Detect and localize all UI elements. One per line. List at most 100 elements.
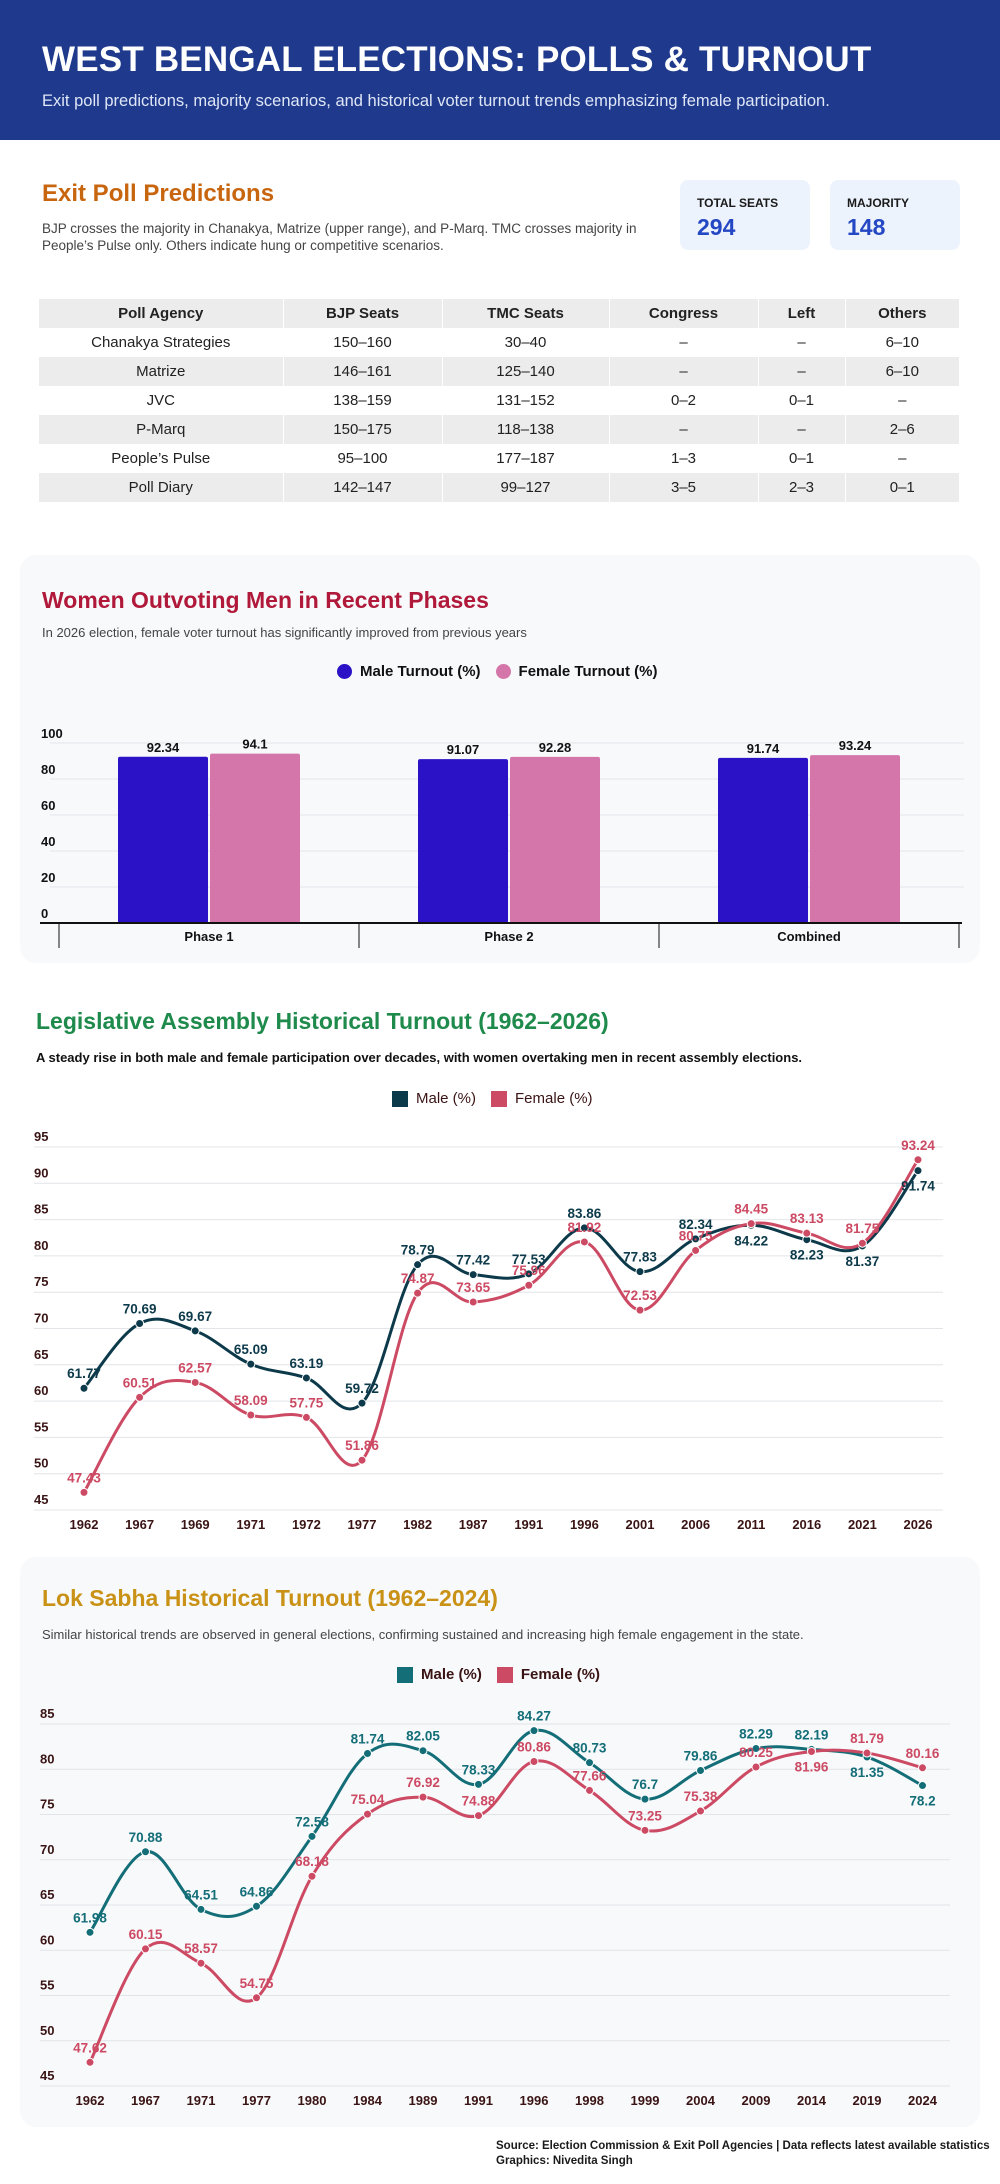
male-point <box>301 1373 311 1383</box>
male-value-label: 91.74 <box>901 1179 935 1194</box>
female-point <box>524 1280 534 1290</box>
column-header: Congress <box>609 299 759 328</box>
column-header: Others <box>845 299 959 328</box>
male-value-label: 65.09 <box>234 1342 268 1357</box>
page-subtitle: Exit poll predictions, majority scenario… <box>42 92 830 110</box>
female-value-label: 84.45 <box>734 1202 768 1217</box>
female-value-label: 75.38 <box>684 1789 718 1804</box>
male-point <box>141 1847 150 1857</box>
female-point <box>691 1245 701 1255</box>
x-category-label: Phase 2 <box>484 929 533 944</box>
male-point <box>196 1904 206 1914</box>
female-point <box>529 1756 539 1766</box>
exit-poll-description: BJP crosses the majority in Chanakya, Ma… <box>42 221 637 253</box>
table-cell: 0–1 <box>758 386 846 415</box>
table-cell: Matrize <box>39 357 284 386</box>
y-tick-label: 45 <box>40 2068 54 2083</box>
female-point <box>190 1377 200 1387</box>
y-tick-label: 95 <box>34 1129 48 1144</box>
x-category-label: Combined <box>777 929 841 944</box>
x-tick-label: 1991 <box>464 2093 493 2108</box>
x-tick-label: 2016 <box>792 1517 821 1532</box>
female-point <box>246 1410 256 1420</box>
exit-poll-title: Exit Poll Predictions <box>42 180 275 207</box>
footer: Source: Election Commission & Exit Poll … <box>496 2139 990 2169</box>
male-point <box>751 1744 761 1754</box>
x-tick-label: 1984 <box>353 2093 383 2108</box>
table-cell: 2–3 <box>758 473 846 502</box>
female-point <box>79 1487 89 1497</box>
x-tick-label: 1982 <box>403 1517 432 1532</box>
x-tick-label: 1967 <box>131 2093 160 2108</box>
legend-item-male[interactable]: Male (%) <box>397 1666 482 1683</box>
exit-poll-table: Poll Agency BJP Seats TMC Seats Congress Lef… <box>39 299 959 502</box>
legend-swatch-male <box>337 664 352 679</box>
legend-item-female[interactable]: Female Turnout (%) <box>495 663 657 680</box>
x-tick-label: 1996 <box>570 1517 599 1532</box>
female-value-label: 75.96 <box>512 1263 546 1278</box>
legend-item-male[interactable]: Male Turnout (%) <box>337 663 481 680</box>
female-value-label: 47.43 <box>67 1470 101 1485</box>
legend-label-male: Male Turnout (%) <box>360 663 481 680</box>
x-tick-label: 1971 <box>236 1517 265 1532</box>
table-cell: 150–160 <box>283 328 443 357</box>
legend-item-female[interactable]: Female (%) <box>491 1090 593 1107</box>
x-tick-label: 1967 <box>125 1517 154 1532</box>
female-value-label: 74.87 <box>401 1271 435 1286</box>
table-body: Chanakya Strategies 150–160 30–40– –6–10 Mat… <box>39 328 959 502</box>
table-cell: 131–152 <box>442 386 610 415</box>
female-value-label: 81.79 <box>850 1731 884 1746</box>
male-value-label: 79.86 <box>684 1749 718 1764</box>
table-cell: – <box>758 357 846 386</box>
male-value-label: 70.88 <box>129 1830 163 1845</box>
male-value-label: 72.58 <box>295 1814 329 1829</box>
legend-swatch-male <box>397 1666 413 1683</box>
y-tick-label: 85 <box>40 1706 54 1721</box>
bar-value-label: 91.74 <box>747 741 780 756</box>
x-tick-label: 1977 <box>348 1517 377 1532</box>
male-point <box>413 1260 423 1270</box>
male-point <box>579 1223 589 1233</box>
x-tick-label: 1989 <box>409 2093 438 2108</box>
legend-label-female: Female (%) <box>515 1090 593 1107</box>
legend-swatch-female <box>495 664 511 679</box>
table-cell: P-Marq <box>39 415 284 444</box>
female-point <box>746 1219 756 1229</box>
graphics-credit: Graphics: Nivedita Singh <box>496 2155 633 2167</box>
table-cell: 99–127 <box>442 473 610 502</box>
male-value-label: 81.37 <box>846 1254 880 1269</box>
table-cell: Chanakya Strategies <box>39 328 284 357</box>
table-row: Poll Diary 142–147 99–127 3–5 2–3 0–1 <box>39 473 959 502</box>
table-cell: 6–10 <box>845 357 959 386</box>
y-tick-label: 55 <box>34 1419 48 1434</box>
legend-item-male[interactable]: Male (%) <box>392 1090 476 1107</box>
male-value-label: 61.98 <box>73 1910 107 1925</box>
female-point <box>413 1288 423 1298</box>
female-point <box>918 1763 927 1773</box>
x-tick-label: 2009 <box>742 2093 771 2108</box>
assembly-line-chart: 45 50 55 60 65 70 75 80 85 90 95 1962 1967 1969 1971 19… <box>34 1129 943 1532</box>
table-cell: 177–187 <box>442 444 610 473</box>
x-tick-label: 2021 <box>848 1517 877 1532</box>
female-point <box>862 1748 872 1758</box>
male-point <box>696 1766 705 1776</box>
majority-label: MAJORITY <box>847 196 910 210</box>
table-row: P-Marq 150–175 118–138– –2–6 <box>39 415 959 444</box>
male-point <box>85 1927 95 1937</box>
x-tick-label: 1980 <box>298 2093 327 2108</box>
y-tick-label: 50 <box>34 1456 48 1471</box>
table-cell: 30–40 <box>442 328 610 357</box>
legend-item-female[interactable]: Female (%) <box>496 1666 600 1683</box>
male-point <box>474 1779 483 1789</box>
female-value-label: 58.57 <box>184 1941 218 1956</box>
majority-card: MAJORITY 148 <box>830 180 960 250</box>
y-tick-label: 75 <box>40 1797 54 1812</box>
female-value-label: 54.75 <box>240 1976 274 1991</box>
female-value-label: 51.86 <box>345 1438 379 1453</box>
legend-label-male: Male (%) <box>421 1666 482 1683</box>
table-cell: 150–175 <box>283 415 443 444</box>
lok-sabha-line-chart: 45 50 55 60 65 70 75 80 85 1962 1967 1971 1977 1980 19… <box>40 1706 950 2108</box>
assembly-chart-title: Legislative Assembly Historical Turnout … <box>36 1008 609 1034</box>
table-cell: – <box>609 328 759 357</box>
female-value-label: 60.15 <box>129 1927 163 1942</box>
